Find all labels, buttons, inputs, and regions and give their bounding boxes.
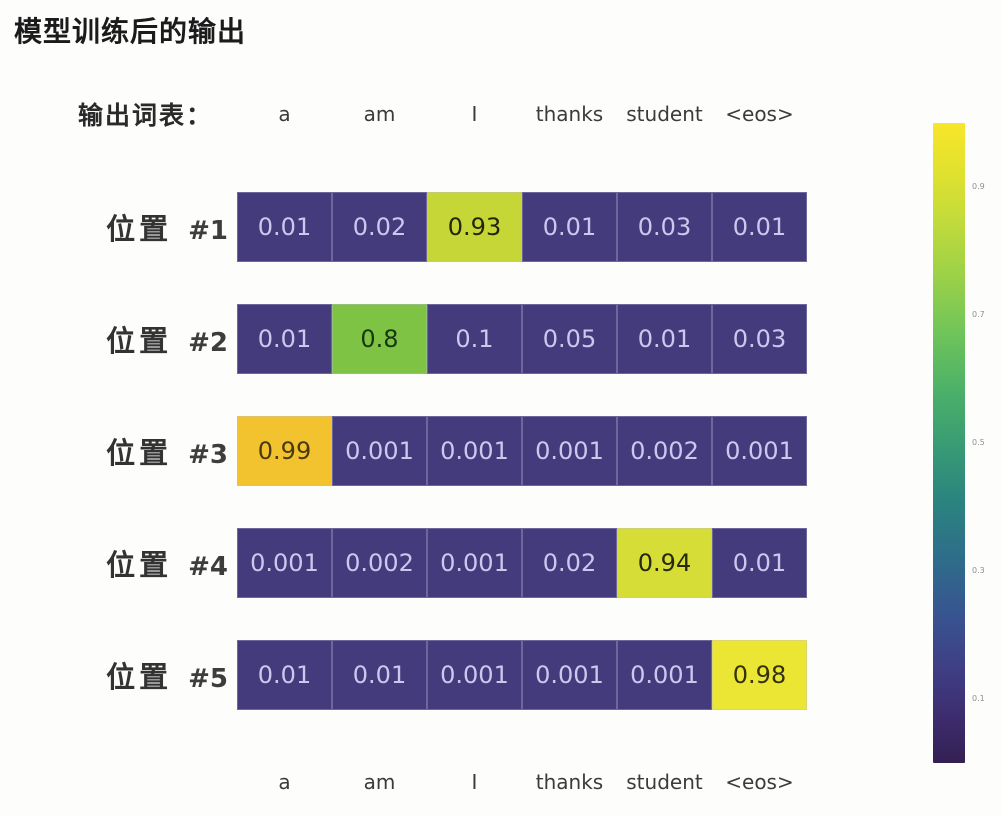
probability-row-4: 位置 #4 0.001 0.002 0.001 0.02 0.94 0.01 bbox=[0, 528, 807, 598]
row-label-position: 位置 bbox=[106, 548, 173, 582]
prob-cell: 0.01 bbox=[237, 640, 332, 710]
vocab-word: thanks bbox=[535, 102, 604, 126]
heatmap-grid: 位置 #1 0.01 0.02 0.93 0.01 0.03 0.01 位置 #… bbox=[0, 192, 807, 752]
prob-cell: 0.03 bbox=[712, 304, 807, 374]
prob-cell: 0.001 bbox=[522, 640, 617, 710]
prob-cell: 0.1 bbox=[427, 304, 522, 374]
axis-word: <eos> bbox=[725, 770, 794, 794]
prob-cell: 0.01 bbox=[332, 640, 427, 710]
row-label-number: #1 bbox=[188, 216, 228, 246]
row-cells: 0.01 0.01 0.001 0.001 0.001 0.98 bbox=[237, 640, 807, 710]
prob-cell-highlight: 0.99 bbox=[237, 416, 332, 486]
row-label: 位置 #3 bbox=[0, 430, 237, 472]
vocab-word: student bbox=[626, 102, 703, 126]
row-label-number: #4 bbox=[188, 552, 228, 582]
page-title: 模型训练后的输出 bbox=[14, 15, 247, 48]
row-label: 位置 #5 bbox=[0, 654, 237, 696]
axis-word: I bbox=[471, 770, 478, 794]
prob-cell: 0.001 bbox=[712, 416, 807, 486]
row-cells: 0.99 0.001 0.001 0.001 0.002 0.001 bbox=[237, 416, 807, 486]
vocab-header-row: a am I thanks student <eos> bbox=[237, 102, 807, 126]
probability-row-3: 位置 #3 0.99 0.001 0.001 0.001 0.002 0.001 bbox=[0, 416, 807, 486]
colorbar-tick: 0.3 bbox=[972, 566, 985, 575]
prob-cell-highlight: 0.98 bbox=[712, 640, 807, 710]
prob-cell: 0.001 bbox=[427, 528, 522, 598]
row-label-position: 位置 bbox=[106, 324, 173, 358]
row-label: 位置 #1 bbox=[0, 206, 237, 248]
prob-cell: 0.02 bbox=[332, 192, 427, 262]
prob-cell: 0.002 bbox=[617, 416, 712, 486]
row-label: 位置 #2 bbox=[0, 318, 237, 360]
prob-cell: 0.001 bbox=[237, 528, 332, 598]
row-label: 位置 #4 bbox=[0, 542, 237, 584]
row-label-position: 位置 bbox=[106, 436, 173, 470]
row-label-number: #2 bbox=[188, 328, 228, 358]
row-label-number: #3 bbox=[188, 440, 228, 470]
prob-cell: 0.002 bbox=[332, 528, 427, 598]
vocab-header-label: 输出词表： bbox=[78, 101, 214, 130]
prob-cell: 0.03 bbox=[617, 192, 712, 262]
colorbar-tick: 0.5 bbox=[972, 438, 985, 447]
axis-word: am bbox=[363, 770, 396, 794]
colorbar-gradient bbox=[933, 123, 965, 763]
row-label-position: 位置 bbox=[106, 212, 173, 246]
x-axis-labels: a am I thanks student <eos> bbox=[237, 770, 807, 794]
vocab-word: I bbox=[471, 102, 478, 126]
vocab-word: <eos> bbox=[725, 102, 794, 126]
axis-word: a bbox=[278, 770, 291, 794]
prob-cell: 0.01 bbox=[237, 192, 332, 262]
row-cells: 0.01 0.02 0.93 0.01 0.03 0.01 bbox=[237, 192, 807, 262]
row-label-position: 位置 bbox=[106, 660, 173, 694]
row-cells: 0.001 0.002 0.001 0.02 0.94 0.01 bbox=[237, 528, 807, 598]
prob-cell: 0.01 bbox=[712, 192, 807, 262]
prob-cell: 0.01 bbox=[617, 304, 712, 374]
prob-cell: 0.01 bbox=[237, 304, 332, 374]
prob-cell: 0.01 bbox=[522, 192, 617, 262]
prob-cell: 0.001 bbox=[427, 640, 522, 710]
prob-cell-highlight: 0.93 bbox=[427, 192, 522, 262]
row-cells: 0.01 0.8 0.1 0.05 0.01 0.03 bbox=[237, 304, 807, 374]
prob-cell: 0.001 bbox=[332, 416, 427, 486]
prob-cell: 0.001 bbox=[522, 416, 617, 486]
probability-row-2: 位置 #2 0.01 0.8 0.1 0.05 0.01 0.03 bbox=[0, 304, 807, 374]
prob-cell: 0.001 bbox=[617, 640, 712, 710]
axis-word: thanks bbox=[535, 770, 604, 794]
prob-cell-highlight: 0.94 bbox=[617, 528, 712, 598]
probability-row-5: 位置 #5 0.01 0.01 0.001 0.001 0.001 0.98 bbox=[0, 640, 807, 710]
row-label-number: #5 bbox=[188, 664, 228, 694]
axis-word: student bbox=[626, 770, 703, 794]
vocab-word: am bbox=[363, 102, 396, 126]
colorbar: 0.9 0.7 0.5 0.3 0.1 bbox=[933, 123, 985, 763]
prob-cell: 0.05 bbox=[522, 304, 617, 374]
prob-cell-highlight: 0.8 bbox=[332, 304, 427, 374]
probability-row-1: 位置 #1 0.01 0.02 0.93 0.01 0.03 0.01 bbox=[0, 192, 807, 262]
colorbar-tick: 0.7 bbox=[972, 310, 985, 319]
vocab-word: a bbox=[278, 102, 291, 126]
colorbar-tick: 0.9 bbox=[972, 182, 985, 191]
colorbar-tick: 0.1 bbox=[972, 694, 985, 703]
prob-cell: 0.01 bbox=[712, 528, 807, 598]
prob-cell: 0.001 bbox=[427, 416, 522, 486]
prob-cell: 0.02 bbox=[522, 528, 617, 598]
